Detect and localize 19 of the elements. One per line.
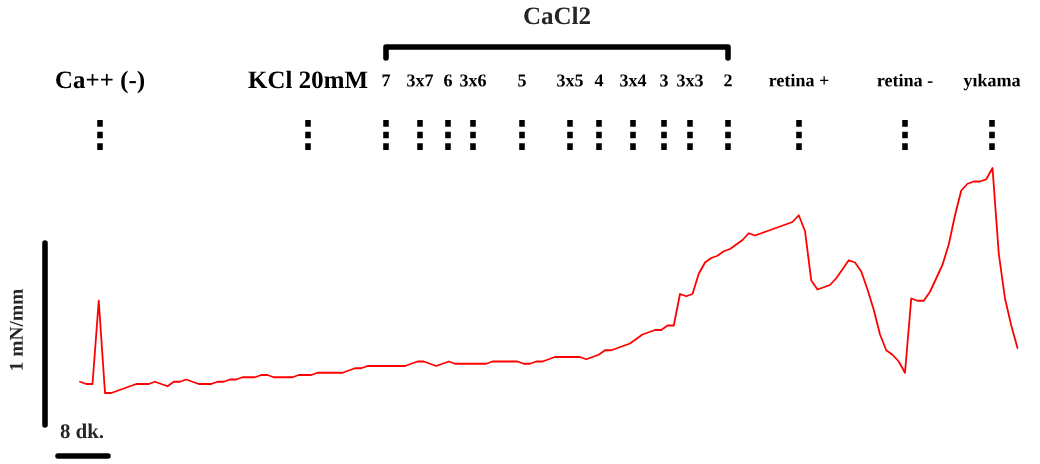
text: 3x6: [460, 74, 487, 87]
text: 4: [594, 74, 604, 87]
x-axis-title: 8 dk.: [60, 423, 104, 439]
text: 3x4: [620, 74, 647, 87]
text: yıkama: [963, 73, 1021, 91]
text: Ca++ (-): [56, 70, 145, 94]
text: 3x7: [407, 74, 434, 87]
text: 5: [518, 74, 526, 87]
text: KCl 20mM: [248, 70, 368, 89]
text: 2: [724, 74, 732, 87]
text: 7: [382, 74, 391, 87]
text: 3x3: [677, 74, 703, 87]
y-axis-title: 1 mN/mm: [9, 289, 23, 370]
text: 6: [444, 74, 452, 87]
text: CaCl2: [524, 6, 590, 25]
text: retina +: [769, 73, 829, 87]
text: retina -: [877, 73, 933, 87]
text: 3x5: [557, 74, 583, 87]
text: 3: [660, 74, 668, 87]
